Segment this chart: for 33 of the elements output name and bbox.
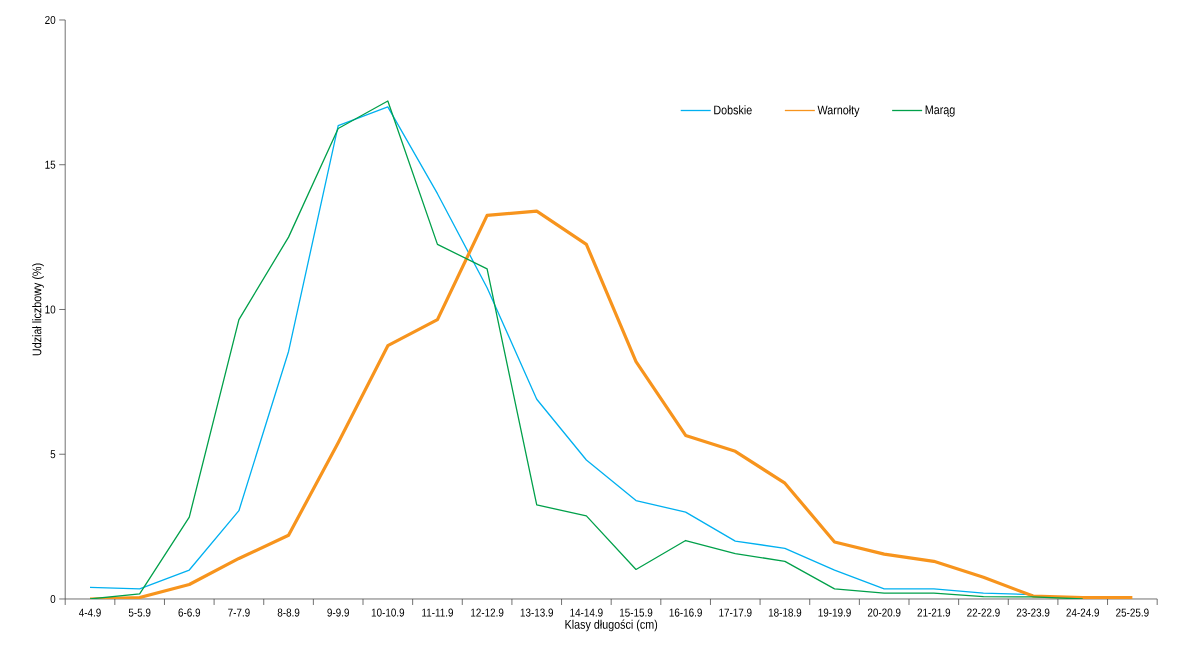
y-tick-label: 5: [50, 450, 56, 459]
x-tick-label: 19-19.9: [818, 608, 851, 617]
x-tick-label: 24-24.9: [1066, 608, 1100, 617]
x-tick-label: 15-15.9: [619, 608, 653, 617]
x-tick-label: 20-20.9: [867, 608, 901, 617]
x-tick-label: 23-23.9: [1016, 608, 1050, 617]
x-tick-label: 5-5.9: [128, 608, 151, 617]
y-tick-label: 10: [45, 305, 56, 314]
x-tick-label: 18-18.9: [768, 608, 802, 617]
x-tick-label: 9-9.9: [327, 608, 349, 617]
legend-label: Warnołty: [817, 105, 860, 117]
x-tick-label: 14-14.9: [570, 608, 603, 617]
x-tick-label: 16-16.9: [669, 608, 702, 617]
line-series: [88, 209, 1134, 599]
x-tick-label: 11-11.9: [422, 608, 454, 617]
x-tick-label: 22-22.9: [967, 608, 1000, 617]
y-axis-title: Udział liczbowy (%): [32, 263, 44, 356]
x-tick-label: 8-8.9: [277, 608, 300, 617]
x-tick-label: 21-21.9: [917, 608, 951, 617]
x-tick-label: 4-4.9: [78, 608, 101, 617]
y-tick-label: 0: [50, 594, 56, 604]
x-axis-title: Klasy długości (cm): [565, 619, 658, 632]
x-tick-label: 25-25.9: [1116, 608, 1149, 617]
x-tick-label: 7-7.9: [228, 608, 250, 617]
x-tick-label: 12-12.9: [471, 608, 504, 617]
x-tick-label: 6-6.9: [178, 608, 201, 617]
x-tick-label: 10-10.9: [371, 608, 405, 617]
legend-label: Marąg: [925, 105, 955, 117]
y-tick-label: 15: [45, 160, 56, 169]
x-tick-label: 13-13.9: [520, 608, 554, 617]
x-tick-label: 17-17.9: [719, 608, 752, 617]
legend-label: Dobskie: [714, 105, 752, 115]
y-tick-label: 20: [45, 15, 56, 25]
